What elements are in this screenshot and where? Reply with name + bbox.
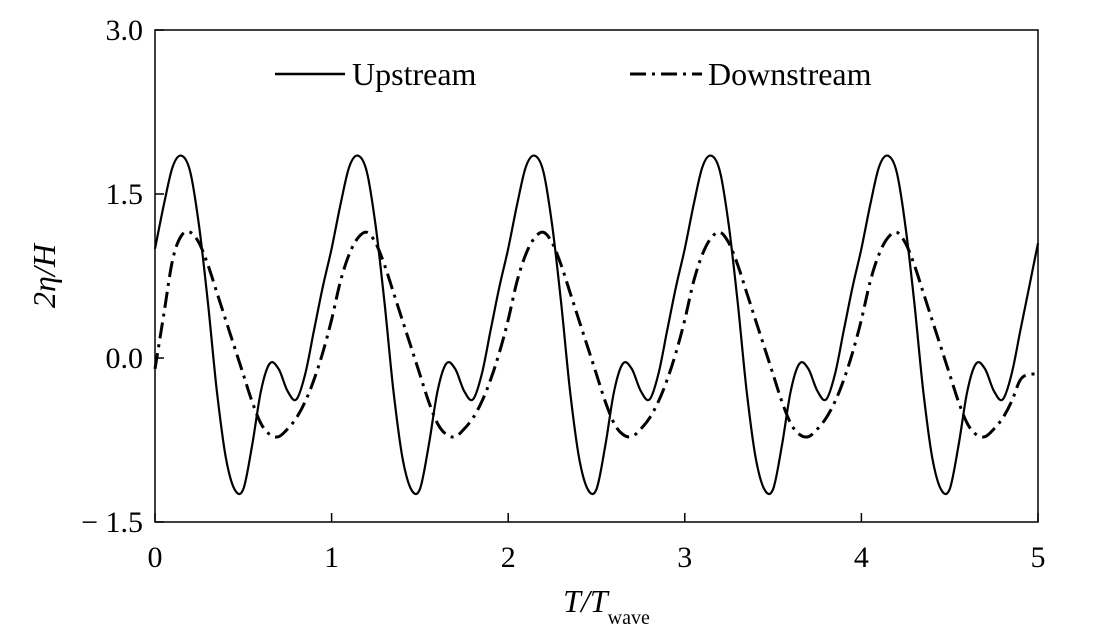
plot-frame <box>154 29 1039 523</box>
legend-label-downstream: Downstream <box>708 56 872 92</box>
y-axis-ticks: − 1.5 0.0 1.5 3.0 <box>81 14 164 539</box>
x-tick-label: 0 <box>148 541 163 574</box>
x-axis-ticks: 0 1 2 3 4 5 <box>148 513 1046 574</box>
series-line-downstream <box>153 230 1039 439</box>
y-tick-label: 0.0 <box>106 342 144 375</box>
y-axis-title: 2η/H <box>26 242 62 308</box>
y-tick-label: 3.0 <box>106 14 144 47</box>
y-tick-label: 1.5 <box>106 178 144 211</box>
legend-label-upstream: Upstream <box>352 56 477 92</box>
y-tick-label: − 1.5 <box>81 506 143 539</box>
x-tick-label: 2 <box>501 541 516 574</box>
x-axis-title-subscript: wave <box>608 607 650 629</box>
x-tick-label: 5 <box>1031 541 1046 574</box>
x-tick-label: 4 <box>854 541 869 574</box>
series-line-upstream <box>153 154 1040 496</box>
x-tick-label: 1 <box>324 541 339 574</box>
x-axis-title-main: T/T <box>563 583 610 619</box>
series-layer <box>153 154 1040 496</box>
x-axis-title: T/Twave <box>563 583 650 629</box>
legend: Upstream Downstream <box>275 56 872 92</box>
x-tick-label: 3 <box>677 541 692 574</box>
